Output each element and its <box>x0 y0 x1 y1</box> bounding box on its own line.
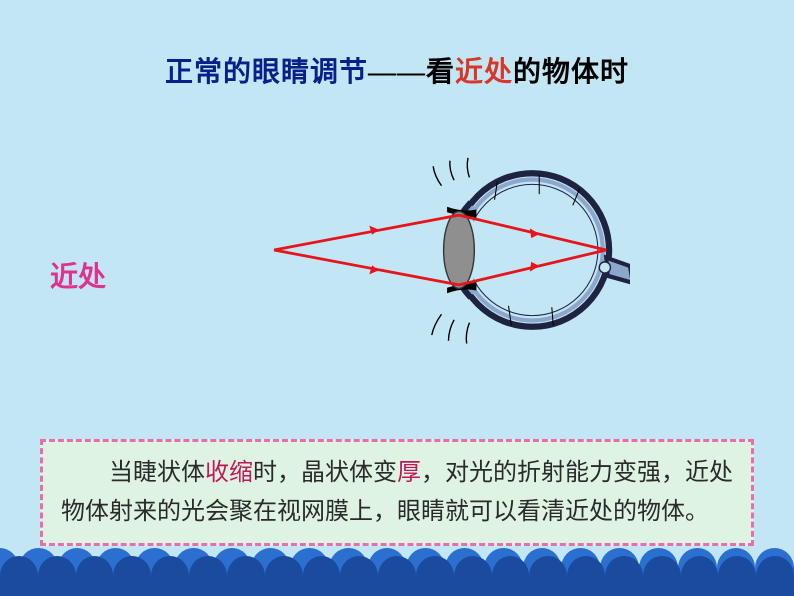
caption-text-2: 时，晶状体变 <box>253 460 397 486</box>
footer-decoration <box>0 546 794 596</box>
eye-diagram <box>260 100 630 400</box>
caption-box: 当睫状体收缩时，晶状体变厚，对光的折射能力变强，近处物体射来的光会聚在视网膜上，… <box>40 439 754 546</box>
near-object-label: 近处 <box>50 255 106 295</box>
title-part2: ——看 <box>368 57 455 88</box>
title-part4: 的物体时 <box>513 57 629 88</box>
page-title: 正常的眼睛调节——看近处的物体时 <box>0 50 794 90</box>
caption-text-1: 当睫状体 <box>61 460 205 486</box>
caption-highlight-2: 厚 <box>397 460 421 486</box>
caption-highlight-1: 收缩 <box>205 460 253 486</box>
title-part3: 近处 <box>455 57 513 88</box>
title-part1: 正常的眼睛调节 <box>165 57 368 88</box>
